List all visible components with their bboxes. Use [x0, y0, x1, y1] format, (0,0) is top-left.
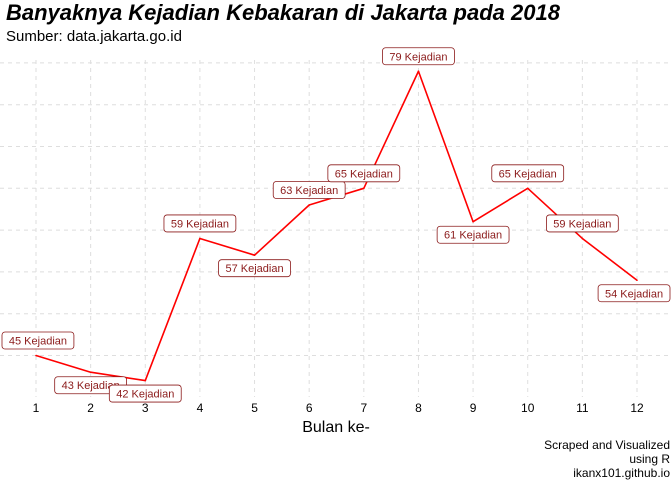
data-point: [144, 379, 147, 382]
caption-line: Scraped and Visualized: [544, 438, 670, 452]
data-label: 61 Kejadian: [436, 225, 510, 244]
caption-line: ikanx101.github.io: [573, 466, 670, 480]
data-label-text: 45 Kejadian: [9, 336, 67, 348]
x-tick-label: 9: [470, 401, 477, 415]
data-label: 54 Kejadian: [597, 284, 671, 303]
data-label-text: 65 Kejadian: [335, 168, 393, 180]
chart-subtitle: Sumber: data.jakarta.go.id: [6, 28, 182, 45]
data-label-box: [436, 225, 510, 244]
x-tick-label: 11: [576, 401, 589, 415]
data-label-box: [1, 331, 75, 350]
data-label: 79 Kejadian: [382, 47, 455, 66]
data-label-box: [108, 384, 182, 403]
data-label-box: [382, 47, 455, 66]
data-point: [636, 279, 638, 282]
data-label-text: 54 Kejadian: [605, 288, 663, 300]
data-label-box: [597, 284, 671, 303]
data-label-box: [546, 214, 619, 233]
data-label-box: [163, 214, 237, 233]
data-label-text: 59 Kejadian: [553, 218, 611, 230]
data-label: 42 Kejadian: [108, 384, 182, 403]
data-point: [199, 237, 201, 240]
data-label: 45 Kejadian: [1, 331, 75, 350]
chart-title: Banyaknya Kejadian Kebakaran di Jakarta …: [6, 0, 560, 25]
data-label-text: 43 Kejadian: [62, 380, 120, 392]
data-label-box: [327, 164, 401, 183]
data-label-text: 59 Kejadian: [171, 218, 229, 230]
data-point: [472, 220, 474, 223]
data-label: 65 Kejadian: [491, 164, 565, 183]
x-tick-label: 12: [630, 401, 644, 415]
x-tick-label: 8: [415, 401, 422, 415]
x-tick-label: 4: [197, 401, 204, 415]
data-label: 59 Kejadian: [163, 214, 237, 233]
data-point: [417, 70, 420, 73]
x-tick-label: 5: [251, 401, 258, 415]
x-tick-label: 2: [87, 401, 94, 415]
data-label: 63 Kejadian: [272, 181, 346, 199]
x-tick-label: 3: [142, 401, 149, 415]
data-point: [35, 354, 37, 357]
data-label: 57 Kejadian: [218, 259, 291, 278]
data-point: [89, 371, 92, 374]
chart-caption: Scraped and Visualized using R ikanx101.…: [544, 438, 670, 480]
data-point: [363, 187, 365, 190]
x-tick-label: 1: [33, 401, 40, 415]
data-label-box: [218, 259, 291, 278]
x-tick-label: 6: [306, 401, 313, 415]
data-label-text: 79 Kejadian: [389, 51, 447, 63]
x-tick-layer: 1 2 3 4 5 6 7 8 9 10 11 12: [33, 401, 644, 415]
data-label: 65 Kejadian: [327, 164, 401, 183]
data-label: 43 Kejadian: [54, 376, 127, 395]
data-label-text: 42 Kejadian: [116, 389, 174, 401]
x-axis-label: Bulan ke-: [302, 419, 370, 436]
data-label: 59 Kejadian: [546, 214, 619, 233]
data-label-box: [491, 164, 565, 183]
data-point: [526, 187, 529, 190]
data-label-text: 57 Kejadian: [225, 263, 283, 275]
data-label-text: 65 Kejadian: [499, 168, 557, 180]
caption-line: using R: [629, 452, 670, 466]
x-tick-label: 7: [360, 401, 367, 415]
data-point: [308, 204, 310, 206]
data-label-text: 61 Kejadian: [444, 230, 502, 242]
data-label-text: 63 Kejadian: [280, 185, 338, 197]
data-point: [253, 254, 256, 256]
x-tick-label: 10: [521, 401, 535, 415]
data-label-box: [272, 181, 346, 199]
data-point: [581, 237, 584, 240]
